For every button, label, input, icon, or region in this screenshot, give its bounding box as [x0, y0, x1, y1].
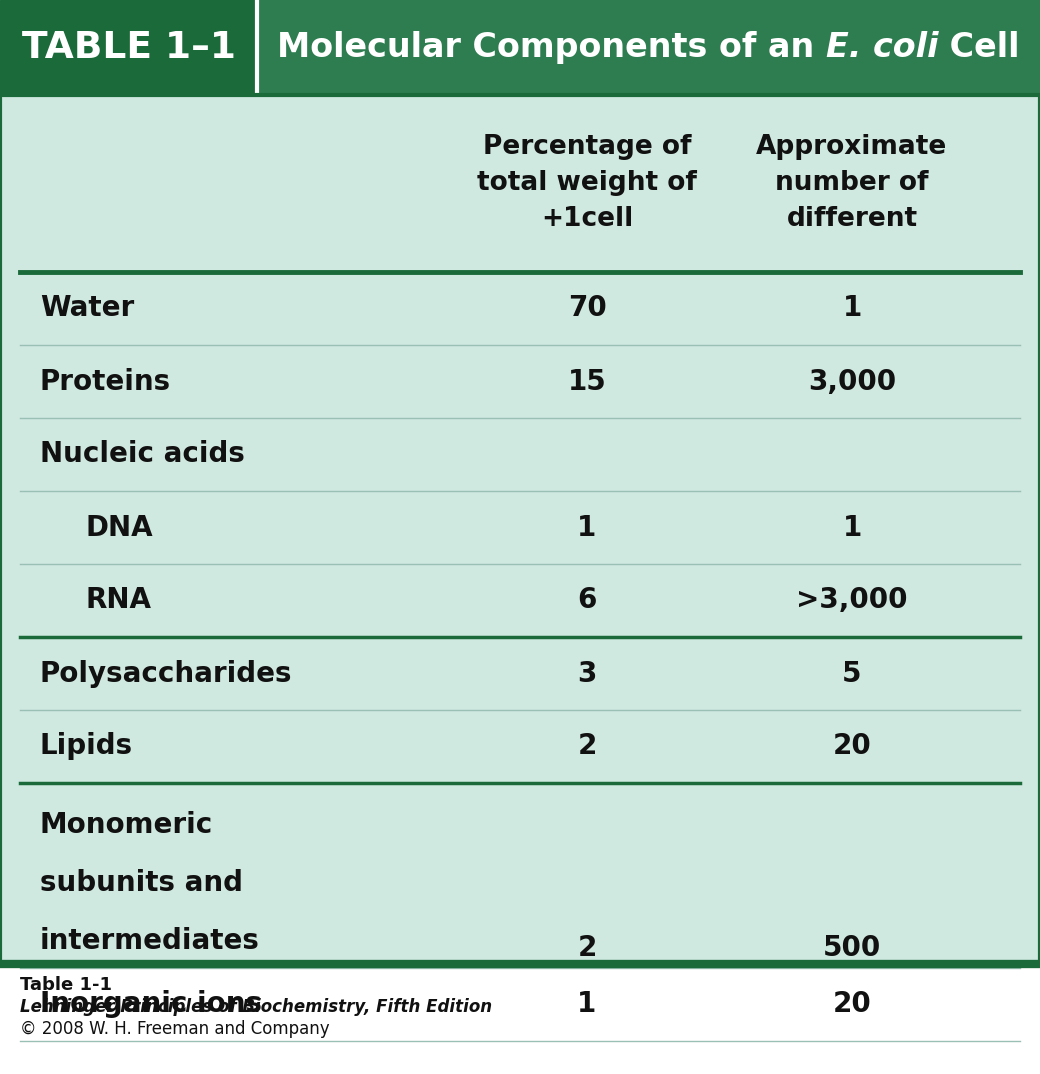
- Bar: [0, 95, 1040, 964]
- Text: TABLE 1–1: TABLE 1–1: [22, 29, 235, 66]
- Text: © 2008 W. H. Freeman and Company: © 2008 W. H. Freeman and Company: [20, 1020, 330, 1037]
- Text: Cell: Cell: [938, 31, 1020, 64]
- Text: subunits and: subunits and: [40, 869, 243, 897]
- Text: 1: 1: [577, 990, 597, 1018]
- Text: 15: 15: [568, 367, 606, 395]
- Bar: [0, 0, 257, 95]
- Text: 20: 20: [833, 732, 872, 760]
- Text: 70: 70: [568, 294, 606, 322]
- Text: Monomeric: Monomeric: [40, 811, 213, 839]
- Text: 5: 5: [842, 659, 862, 687]
- Text: Polysaccharides: Polysaccharides: [40, 659, 292, 687]
- Text: Inorganic ions: Inorganic ions: [40, 990, 262, 1018]
- Text: Water: Water: [40, 294, 134, 322]
- Text: intermediates: intermediates: [40, 927, 260, 955]
- Text: Lehninger Principles of Biochemistry, Fifth Edition: Lehninger Principles of Biochemistry, Fi…: [20, 998, 492, 1016]
- Text: 3: 3: [577, 659, 597, 687]
- Text: Lipids: Lipids: [40, 732, 133, 760]
- Text: DNA: DNA: [85, 513, 153, 541]
- Text: 1: 1: [842, 513, 861, 541]
- Text: 500: 500: [823, 934, 881, 962]
- Text: Proteins: Proteins: [40, 367, 172, 395]
- Text: 6: 6: [577, 586, 597, 614]
- Text: 2: 2: [577, 934, 597, 962]
- Text: Molecular Components of an: Molecular Components of an: [277, 31, 826, 64]
- Text: Approximate
number of
different: Approximate number of different: [756, 134, 947, 232]
- Text: Percentage of
total weight of
+1cell: Percentage of total weight of +1cell: [477, 134, 697, 232]
- Text: 1: 1: [577, 513, 597, 541]
- Text: Table 1-1: Table 1-1: [20, 976, 112, 995]
- Text: E. coli: E. coli: [826, 31, 938, 64]
- Bar: [257, 0, 1040, 95]
- Text: 2: 2: [577, 732, 597, 760]
- Text: 3,000: 3,000: [808, 367, 896, 395]
- Text: 20: 20: [833, 990, 872, 1018]
- Text: Nucleic acids: Nucleic acids: [40, 440, 244, 468]
- Text: 1: 1: [842, 294, 861, 322]
- Text: >3,000: >3,000: [797, 586, 908, 614]
- Text: RNA: RNA: [85, 586, 151, 614]
- Bar: [0, 95, 1040, 964]
